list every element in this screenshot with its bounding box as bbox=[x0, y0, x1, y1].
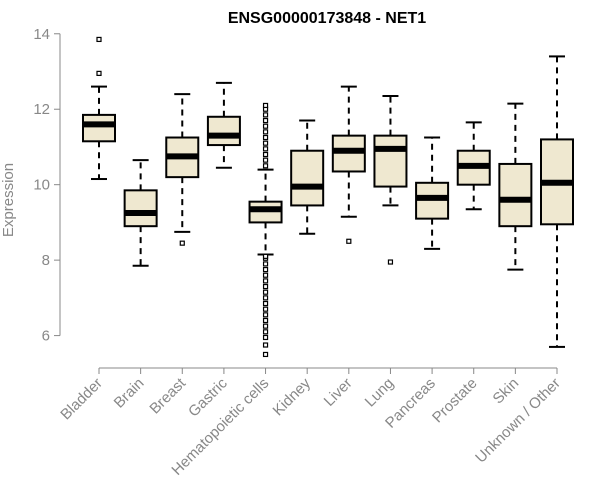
iqr-box bbox=[206, 115, 241, 147]
outlier-point bbox=[262, 163, 269, 169]
y-tick-label: 14 bbox=[33, 26, 50, 43]
box-hematopoietic-cells bbox=[248, 102, 283, 358]
outlier-point bbox=[262, 306, 269, 312]
outlier-point bbox=[179, 240, 185, 246]
outlier-point bbox=[346, 238, 352, 244]
box-kidney bbox=[290, 119, 325, 235]
x-tick-label: Breast bbox=[146, 374, 189, 417]
outlier-point bbox=[96, 36, 102, 43]
x-tick-label: Skin bbox=[490, 375, 523, 408]
outlier-point bbox=[262, 112, 269, 118]
iqr-box bbox=[498, 162, 533, 228]
x-tick-label: Bladder bbox=[57, 375, 106, 424]
chart-title: ENSG00000173848 - NET1 bbox=[228, 10, 426, 27]
outlier-point bbox=[262, 146, 269, 152]
box-unknown-other bbox=[540, 55, 574, 348]
outlier-point bbox=[262, 329, 269, 335]
outlier-point bbox=[262, 266, 269, 273]
outlier-point bbox=[262, 283, 269, 290]
outlier-point bbox=[262, 342, 269, 348]
box-liver bbox=[331, 85, 366, 244]
outlier-point bbox=[262, 289, 269, 295]
box-lung bbox=[373, 95, 408, 265]
box-gastric bbox=[206, 81, 241, 169]
outlier-point bbox=[262, 140, 269, 146]
outlier-point bbox=[262, 300, 269, 307]
outlier-point bbox=[262, 134, 269, 141]
y-tick-label: 10 bbox=[33, 177, 50, 194]
outlier-point bbox=[262, 102, 269, 109]
x-tick-label: Liver bbox=[321, 375, 356, 410]
box-brain bbox=[123, 159, 158, 267]
outlier-point bbox=[262, 323, 269, 329]
box-prostate bbox=[456, 121, 491, 211]
y-tick-label: 6 bbox=[42, 328, 50, 345]
y-tick-label: 8 bbox=[42, 252, 50, 269]
outlier-point bbox=[96, 70, 102, 76]
outlier-point bbox=[262, 253, 269, 259]
outlier-point bbox=[262, 312, 269, 318]
outlier-point bbox=[262, 278, 269, 284]
outlier-point bbox=[262, 317, 269, 324]
outlier-point bbox=[262, 272, 269, 278]
outlier-point bbox=[262, 351, 269, 358]
outlier-point bbox=[387, 259, 394, 265]
box-breast bbox=[165, 93, 200, 246]
x-tick-label: Lung bbox=[362, 375, 398, 411]
outlier-point bbox=[262, 261, 269, 267]
iqr-box bbox=[82, 113, 116, 143]
iqr-box bbox=[123, 189, 158, 228]
outlier-point bbox=[262, 334, 269, 341]
y-tick-label: 12 bbox=[33, 101, 50, 118]
box-skin bbox=[498, 102, 533, 271]
x-tick-label: Kidney bbox=[270, 374, 315, 419]
y-axis-label: Expression bbox=[0, 163, 17, 237]
box-series bbox=[82, 36, 574, 358]
outlier-point bbox=[262, 123, 269, 129]
outlier-point bbox=[262, 295, 269, 301]
box-bladder bbox=[82, 36, 116, 181]
x-tick-label: Prostate bbox=[429, 375, 481, 427]
outlier-point bbox=[262, 157, 269, 163]
outlier-point bbox=[262, 117, 269, 124]
outlier-point bbox=[262, 151, 269, 158]
iqr-box bbox=[373, 134, 408, 188]
outlier-point bbox=[262, 129, 269, 135]
x-tick-label: Brain bbox=[111, 375, 148, 412]
box-pancreas bbox=[415, 136, 450, 250]
iqr-box bbox=[290, 149, 325, 207]
